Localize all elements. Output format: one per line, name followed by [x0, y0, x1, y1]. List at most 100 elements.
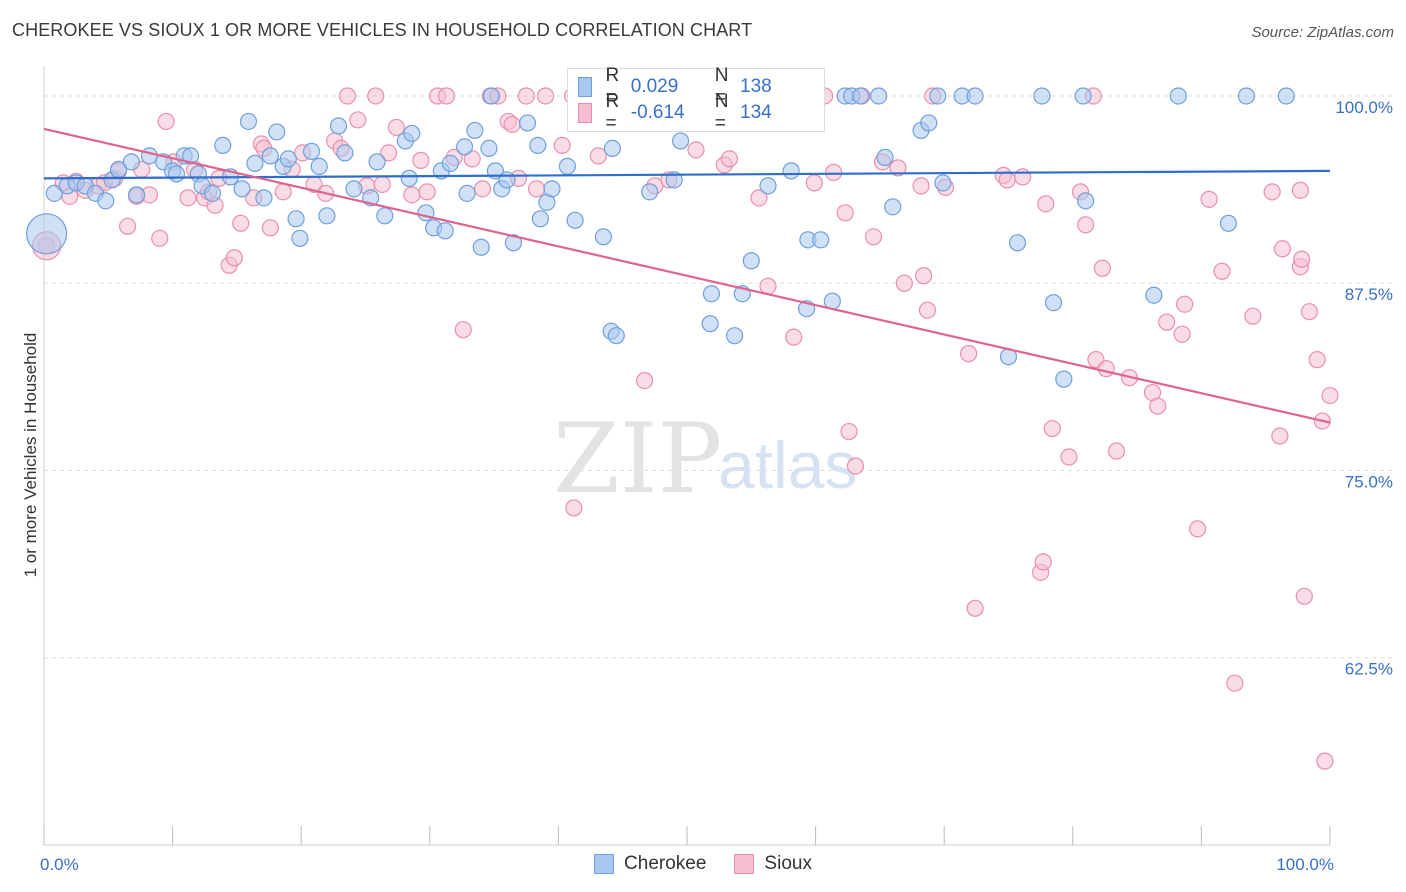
- sioux-point: [915, 267, 933, 285]
- axes: [43, 66, 1331, 846]
- cherokee-point: [742, 252, 760, 270]
- sioux-point: [1300, 303, 1319, 321]
- chart-title: CHEROKEE VS SIOUX 1 OR MORE VEHICLES IN …: [12, 20, 753, 40]
- cherokee-point: [1145, 286, 1163, 304]
- sioux-point: [565, 499, 583, 517]
- sioux-point: [1244, 307, 1262, 325]
- sioux-point: [1034, 553, 1052, 571]
- n-label: N =: [714, 91, 729, 134]
- cherokee-point: [1033, 87, 1051, 105]
- y-tick-label: 75.0%: [1345, 472, 1393, 491]
- sioux-point: [846, 457, 865, 475]
- sioux-point: [454, 321, 472, 339]
- cherokee-point: [1055, 370, 1073, 388]
- cherokee-point: [127, 186, 146, 204]
- sioux-point: [274, 183, 292, 201]
- cherokee-point: [214, 136, 232, 155]
- cherokee-point: [310, 157, 328, 175]
- sioux-point: [527, 180, 546, 198]
- cherokee-point: [934, 174, 952, 192]
- cherokee-point: [203, 184, 222, 202]
- sioux-point: [889, 159, 907, 177]
- sioux-point: [1291, 181, 1310, 199]
- sioux-point: [759, 277, 777, 295]
- grid-lines: [44, 95, 1395, 659]
- sioux-point: [473, 180, 492, 198]
- cherokee-point: [45, 184, 63, 202]
- cherokee-point: [558, 157, 577, 175]
- sioux-legend-label: Sioux: [764, 853, 812, 874]
- cherokee-point: [966, 87, 984, 105]
- sioux-point: [864, 228, 883, 246]
- sioux-r-value: -0.614: [630, 102, 685, 123]
- sioux-point: [403, 186, 421, 204]
- sioux-point: [1037, 195, 1055, 213]
- y-tick-label: 62.5%: [1345, 660, 1393, 679]
- sioux-point: [437, 87, 456, 105]
- sioux-point: [225, 249, 243, 267]
- cherokee-point: [701, 315, 719, 333]
- sioux-point: [687, 141, 705, 159]
- sioux-point: [750, 189, 768, 207]
- cherokee-point: [782, 162, 800, 180]
- watermark-zip: ZIP: [553, 403, 722, 515]
- sioux-point: [151, 229, 169, 247]
- cherokee-point: [1237, 87, 1256, 105]
- y-axis-label: 1 or more Vehicles in Household: [21, 333, 40, 578]
- cherokee-point: [1077, 192, 1095, 210]
- sioux-point: [805, 174, 823, 192]
- sioux-point: [1097, 360, 1115, 378]
- cherokee-point: [441, 154, 459, 172]
- cherokee-point: [368, 153, 386, 171]
- cherokee-point: [400, 169, 418, 187]
- cherokee-point: [345, 180, 363, 198]
- sioux-point: [1060, 448, 1078, 466]
- cherokee-point: [876, 148, 894, 166]
- cherokee-point: [246, 154, 264, 172]
- cherokee-point: [466, 121, 484, 140]
- sioux-point: [373, 175, 391, 193]
- sioux-point: [840, 422, 858, 441]
- cherokee-point: [318, 207, 336, 225]
- cherokee-point: [603, 139, 622, 158]
- sioux-point: [1107, 442, 1126, 460]
- sioux-point: [836, 204, 854, 222]
- y-tick-label: 87.5%: [1345, 285, 1393, 304]
- cherokee-point: [1074, 87, 1092, 105]
- cherokee-point: [531, 210, 549, 228]
- cherokee-point: [665, 171, 683, 189]
- sioux-point: [536, 87, 555, 105]
- sioux-swatch: [578, 103, 592, 123]
- sioux-point: [966, 599, 984, 617]
- legend-row-sioux: R = -0.614 N = 134: [578, 91, 824, 134]
- cherokee-point: [482, 87, 501, 105]
- cherokee-point: [607, 327, 625, 345]
- cherokee-point: [518, 114, 537, 132]
- cherokee-point: [641, 183, 659, 201]
- stats-legend: R = 0.029 N = 138 R = -0.614 N = 134: [567, 65, 825, 134]
- sioux-point: [1226, 674, 1244, 692]
- cherokee-legend-label: Cherokee: [624, 853, 707, 874]
- cherokee-point: [929, 87, 947, 105]
- sioux-point: [1308, 351, 1326, 369]
- legend-row-cherokee: R = 0.029 N = 138: [578, 65, 824, 108]
- sioux-point: [1188, 520, 1207, 538]
- watermark-atlas: atlas: [718, 428, 857, 502]
- cherokee-point: [455, 138, 474, 156]
- cherokee-point: [1277, 87, 1295, 105]
- sioux-point: [232, 214, 250, 232]
- cherokee-point: [1008, 234, 1027, 252]
- sioux-point: [261, 219, 279, 237]
- cherokee-legend-swatch: [594, 854, 615, 874]
- cherokee-point: [543, 180, 561, 198]
- sioux-point: [1316, 752, 1334, 770]
- cherokee-point: [472, 238, 490, 256]
- sioux-point: [1077, 216, 1095, 234]
- sioux-point: [720, 150, 739, 168]
- r-label: R =: [605, 91, 620, 134]
- sioux-trend-line: [43, 127, 1331, 424]
- cherokee-point: [97, 192, 115, 210]
- sioux-point: [1295, 587, 1313, 605]
- cherokee-point: [261, 147, 279, 165]
